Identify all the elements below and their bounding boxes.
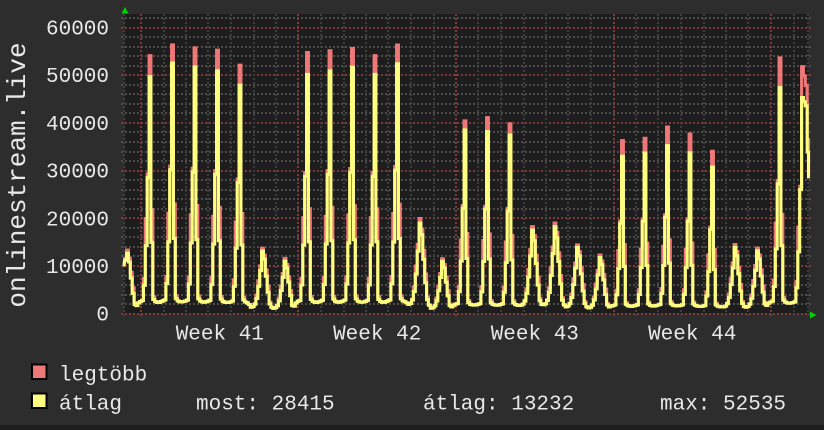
svg-text:0: 0 [96, 305, 109, 328]
svg-text:legtöbb: legtöbb [59, 365, 147, 388]
svg-text:10000: 10000 [46, 257, 109, 280]
svg-text:30000: 30000 [46, 162, 109, 185]
svg-text:átlag: 13232: átlag: 13232 [423, 394, 574, 417]
svg-text:40000: 40000 [46, 114, 109, 137]
svg-text:50000: 50000 [46, 66, 109, 89]
svg-text:Week 44: Week 44 [648, 324, 736, 347]
svg-text:20000: 20000 [46, 209, 109, 232]
svg-text:Week 43: Week 43 [491, 324, 579, 347]
svg-text:Week 41: Week 41 [176, 324, 264, 347]
svg-text:Week 42: Week 42 [333, 324, 421, 347]
svg-text:átlag: átlag [59, 394, 122, 417]
svg-text:60000: 60000 [46, 19, 109, 42]
svg-text:onlinestream.live: onlinestream.live [3, 42, 33, 307]
svg-text:max: 52535: max: 52535 [660, 394, 786, 417]
svg-text:most: 28415: most: 28415 [196, 394, 335, 417]
